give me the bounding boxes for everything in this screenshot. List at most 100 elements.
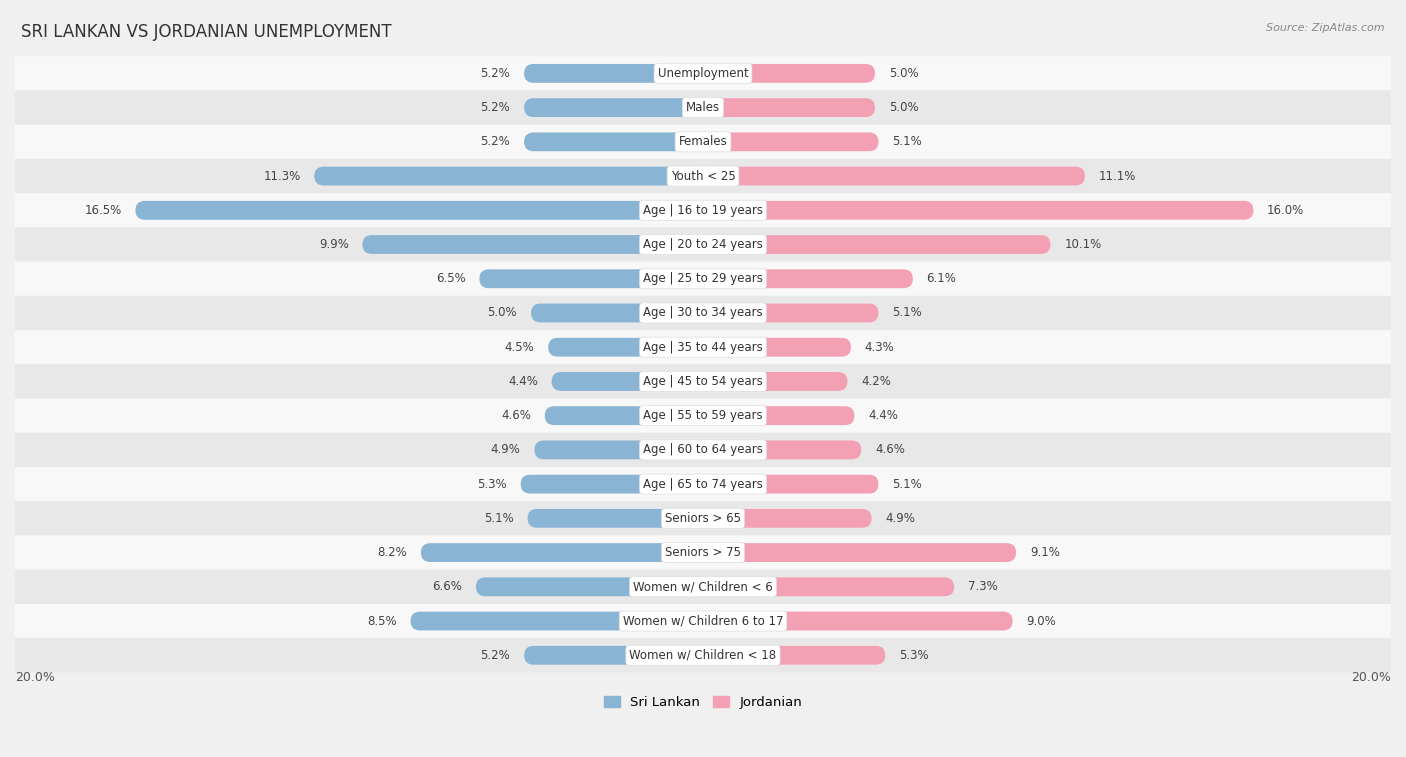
Text: 4.6%: 4.6% xyxy=(501,410,531,422)
Text: Males: Males xyxy=(686,101,720,114)
FancyBboxPatch shape xyxy=(15,364,1391,398)
Text: 4.5%: 4.5% xyxy=(505,341,534,354)
FancyBboxPatch shape xyxy=(703,201,1253,220)
FancyBboxPatch shape xyxy=(703,269,912,288)
Text: 4.3%: 4.3% xyxy=(865,341,894,354)
Text: 4.2%: 4.2% xyxy=(862,375,891,388)
FancyBboxPatch shape xyxy=(15,159,1391,193)
FancyBboxPatch shape xyxy=(703,64,875,83)
FancyBboxPatch shape xyxy=(15,535,1391,570)
Text: 5.2%: 5.2% xyxy=(481,67,510,80)
FancyBboxPatch shape xyxy=(703,98,875,117)
Text: 20.0%: 20.0% xyxy=(15,671,55,684)
Text: Age | 30 to 34 years: Age | 30 to 34 years xyxy=(643,307,763,319)
FancyBboxPatch shape xyxy=(524,64,703,83)
Text: Unemployment: Unemployment xyxy=(658,67,748,80)
FancyBboxPatch shape xyxy=(551,372,703,391)
Text: Seniors > 65: Seniors > 65 xyxy=(665,512,741,525)
Text: 6.1%: 6.1% xyxy=(927,273,956,285)
FancyBboxPatch shape xyxy=(15,125,1391,159)
Text: 7.3%: 7.3% xyxy=(967,581,998,593)
Text: 5.0%: 5.0% xyxy=(889,67,918,80)
Text: 4.9%: 4.9% xyxy=(886,512,915,525)
Text: 5.1%: 5.1% xyxy=(484,512,513,525)
Text: Women w/ Children < 18: Women w/ Children < 18 xyxy=(630,649,776,662)
Legend: Sri Lankan, Jordanian: Sri Lankan, Jordanian xyxy=(599,691,807,715)
Text: 20.0%: 20.0% xyxy=(1351,671,1391,684)
Text: Women w/ Children 6 to 17: Women w/ Children 6 to 17 xyxy=(623,615,783,628)
Text: 5.0%: 5.0% xyxy=(889,101,918,114)
Text: Women w/ Children < 6: Women w/ Children < 6 xyxy=(633,581,773,593)
FancyBboxPatch shape xyxy=(363,235,703,254)
Text: Age | 45 to 54 years: Age | 45 to 54 years xyxy=(643,375,763,388)
Text: SRI LANKAN VS JORDANIAN UNEMPLOYMENT: SRI LANKAN VS JORDANIAN UNEMPLOYMENT xyxy=(21,23,392,41)
FancyBboxPatch shape xyxy=(15,193,1391,227)
Text: 5.1%: 5.1% xyxy=(893,478,922,491)
Text: Source: ZipAtlas.com: Source: ZipAtlas.com xyxy=(1267,23,1385,33)
FancyBboxPatch shape xyxy=(15,604,1391,638)
FancyBboxPatch shape xyxy=(524,132,703,151)
FancyBboxPatch shape xyxy=(703,304,879,322)
FancyBboxPatch shape xyxy=(15,398,1391,433)
Text: 9.0%: 9.0% xyxy=(1026,615,1056,628)
FancyBboxPatch shape xyxy=(524,646,703,665)
FancyBboxPatch shape xyxy=(703,544,1017,562)
FancyBboxPatch shape xyxy=(703,578,955,597)
Text: 4.4%: 4.4% xyxy=(868,410,898,422)
Text: 9.1%: 9.1% xyxy=(1029,546,1060,559)
Text: Seniors > 75: Seniors > 75 xyxy=(665,546,741,559)
FancyBboxPatch shape xyxy=(703,372,848,391)
FancyBboxPatch shape xyxy=(703,167,1085,185)
Text: 8.5%: 8.5% xyxy=(367,615,396,628)
Text: 10.1%: 10.1% xyxy=(1064,238,1101,251)
FancyBboxPatch shape xyxy=(15,570,1391,604)
Text: 6.6%: 6.6% xyxy=(432,581,463,593)
Text: 16.0%: 16.0% xyxy=(1267,204,1305,217)
FancyBboxPatch shape xyxy=(479,269,703,288)
FancyBboxPatch shape xyxy=(520,475,703,494)
FancyBboxPatch shape xyxy=(15,433,1391,467)
Text: Age | 25 to 29 years: Age | 25 to 29 years xyxy=(643,273,763,285)
FancyBboxPatch shape xyxy=(477,578,703,597)
FancyBboxPatch shape xyxy=(135,201,703,220)
FancyBboxPatch shape xyxy=(534,441,703,459)
FancyBboxPatch shape xyxy=(315,167,703,185)
FancyBboxPatch shape xyxy=(15,91,1391,125)
FancyBboxPatch shape xyxy=(15,467,1391,501)
FancyBboxPatch shape xyxy=(524,98,703,117)
Text: 9.9%: 9.9% xyxy=(319,238,349,251)
FancyBboxPatch shape xyxy=(703,509,872,528)
Text: 11.3%: 11.3% xyxy=(263,170,301,182)
FancyBboxPatch shape xyxy=(703,612,1012,631)
FancyBboxPatch shape xyxy=(15,56,1391,91)
Text: 16.5%: 16.5% xyxy=(84,204,122,217)
FancyBboxPatch shape xyxy=(544,407,703,425)
Text: 4.4%: 4.4% xyxy=(508,375,538,388)
FancyBboxPatch shape xyxy=(527,509,703,528)
Text: 5.1%: 5.1% xyxy=(893,307,922,319)
Text: 5.0%: 5.0% xyxy=(488,307,517,319)
Text: Age | 65 to 74 years: Age | 65 to 74 years xyxy=(643,478,763,491)
FancyBboxPatch shape xyxy=(15,262,1391,296)
FancyBboxPatch shape xyxy=(703,407,855,425)
Text: Age | 16 to 19 years: Age | 16 to 19 years xyxy=(643,204,763,217)
Text: 4.9%: 4.9% xyxy=(491,444,520,456)
Text: Youth < 25: Youth < 25 xyxy=(671,170,735,182)
FancyBboxPatch shape xyxy=(703,338,851,357)
FancyBboxPatch shape xyxy=(703,235,1050,254)
Text: 5.2%: 5.2% xyxy=(481,101,510,114)
Text: 5.2%: 5.2% xyxy=(481,136,510,148)
FancyBboxPatch shape xyxy=(703,132,879,151)
FancyBboxPatch shape xyxy=(548,338,703,357)
Text: 6.5%: 6.5% xyxy=(436,273,465,285)
Text: Age | 35 to 44 years: Age | 35 to 44 years xyxy=(643,341,763,354)
Text: Age | 60 to 64 years: Age | 60 to 64 years xyxy=(643,444,763,456)
FancyBboxPatch shape xyxy=(15,296,1391,330)
FancyBboxPatch shape xyxy=(531,304,703,322)
FancyBboxPatch shape xyxy=(703,441,862,459)
FancyBboxPatch shape xyxy=(703,646,886,665)
Text: 5.3%: 5.3% xyxy=(898,649,929,662)
Text: 4.6%: 4.6% xyxy=(875,444,905,456)
Text: 11.1%: 11.1% xyxy=(1098,170,1136,182)
FancyBboxPatch shape xyxy=(420,544,703,562)
